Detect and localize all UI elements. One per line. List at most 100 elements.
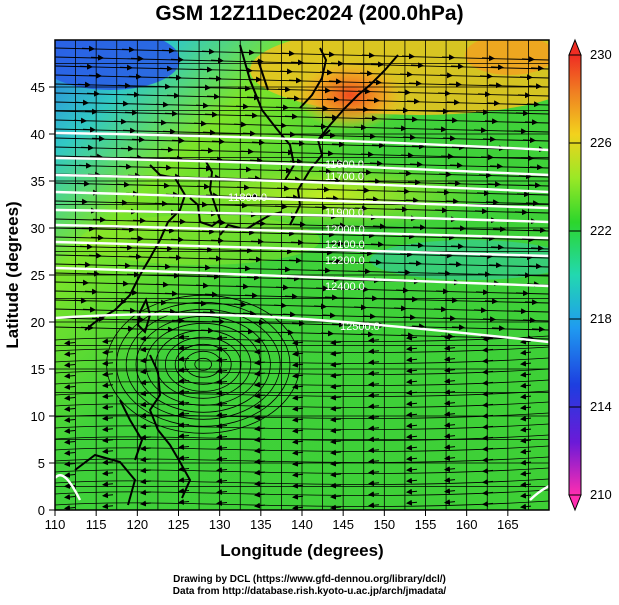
wind-arrow [211, 138, 225, 145]
wind-arrow [393, 305, 407, 312]
wind-arrow [313, 123, 327, 130]
wind-arrow [406, 334, 418, 341]
contour-line [55, 312, 549, 344]
wind-arrow [216, 434, 228, 440]
wind-arrow [284, 113, 298, 120]
wind-arrow [433, 126, 447, 133]
wind-arrow [178, 367, 190, 374]
wind-arrow [64, 416, 76, 423]
wind-arrow [168, 74, 182, 81]
wind-arrow [102, 371, 114, 378]
wind-arrow [321, 231, 335, 238]
wind-arrow [208, 75, 222, 82]
wind-arrow [324, 294, 338, 301]
wind-arrow [520, 503, 532, 510]
wind-arrow [84, 108, 98, 115]
wind-arrow [282, 311, 296, 318]
wind-arrow [485, 199, 499, 206]
wind-arrow [92, 216, 106, 223]
wind-arrow [520, 470, 532, 477]
wind-arrow [488, 82, 502, 89]
wind-arrow [197, 264, 211, 271]
wind-arrow [520, 481, 532, 488]
wind-arrow [162, 128, 176, 135]
wind-arrow [406, 98, 420, 105]
wind-arrow [216, 478, 228, 484]
wind-arrow [515, 110, 529, 117]
wind-arrow [246, 274, 260, 281]
wind-arrow [178, 444, 190, 451]
wind-arrow [514, 209, 528, 216]
wind-arrow [172, 218, 186, 225]
wind-arrow [368, 425, 380, 432]
wind-arrow [401, 233, 415, 240]
contour-label: 12000.0 [325, 224, 365, 236]
wind-arrow [171, 137, 185, 144]
wind-arrow [411, 323, 425, 330]
wind-arrow [520, 448, 532, 455]
wind-arrow [444, 367, 456, 374]
wind-arrow [292, 416, 304, 423]
wind-arrow [370, 241, 384, 248]
wind-arrow [235, 103, 249, 110]
wind-arrow [368, 370, 380, 377]
wind-arrow [330, 471, 342, 478]
wind-arrow [140, 423, 152, 430]
wind-arrow [236, 184, 250, 191]
y-tick-label: 10 [31, 409, 45, 424]
wind-arrow [166, 92, 180, 99]
wind-arrow [121, 46, 135, 53]
contour-label: 12200.0 [325, 255, 365, 267]
wind-arrow [364, 115, 378, 122]
wind-arrow [168, 254, 182, 261]
wind-arrow [530, 245, 544, 252]
wind-arrow [482, 357, 494, 364]
wind-arrow [482, 467, 494, 474]
wind-arrow [404, 116, 418, 123]
wind-arrow [254, 337, 266, 344]
wind-arrow [292, 471, 304, 478]
wind-arrow [330, 339, 342, 346]
wind-arrow [178, 433, 190, 440]
wind-arrow [292, 482, 304, 489]
wind-arrow [115, 280, 129, 287]
wind-arrow [88, 252, 102, 259]
wind-arrow [520, 437, 532, 444]
wind-arrow [353, 304, 367, 311]
contour-line [55, 474, 82, 501]
x-tick-label: 155 [415, 517, 437, 532]
wind-arrow [355, 106, 369, 113]
credits: Drawing by DCL (https://www.gfd-dennou.o… [0, 574, 619, 598]
wind-arrow [216, 368, 228, 374]
wind-arrow [140, 456, 152, 463]
wind-arrow [368, 447, 380, 454]
wind-arrow [64, 449, 76, 456]
wind-arrow [248, 256, 262, 263]
wind-arrow [479, 73, 493, 80]
contour-label: 12100.0 [325, 239, 365, 251]
wind-arrow [82, 126, 96, 133]
wind-arrow [482, 401, 494, 408]
wind-arrow [79, 243, 93, 250]
wind-arrow [102, 404, 114, 411]
wind-arrow [275, 284, 289, 291]
wind-arrow [353, 124, 367, 131]
contour-line [55, 173, 549, 194]
wind-arrow [322, 312, 336, 319]
wind-arrow [140, 368, 152, 375]
wind-arrow [520, 492, 532, 499]
wind-arrow [273, 122, 287, 129]
wind-arrow [274, 203, 288, 210]
wind-arrow [482, 489, 494, 496]
streamline [125, 308, 281, 420]
wind-arrow [520, 371, 532, 378]
wind-arrow [82, 306, 96, 313]
wind-arrow [484, 298, 498, 305]
wind-arrow [120, 145, 134, 152]
wind-arrow [445, 198, 459, 205]
streamline [155, 329, 252, 399]
wind-arrow [444, 411, 456, 418]
wind-arrow [287, 176, 301, 183]
streamline [194, 357, 213, 371]
x-tick-label: 145 [332, 517, 354, 532]
